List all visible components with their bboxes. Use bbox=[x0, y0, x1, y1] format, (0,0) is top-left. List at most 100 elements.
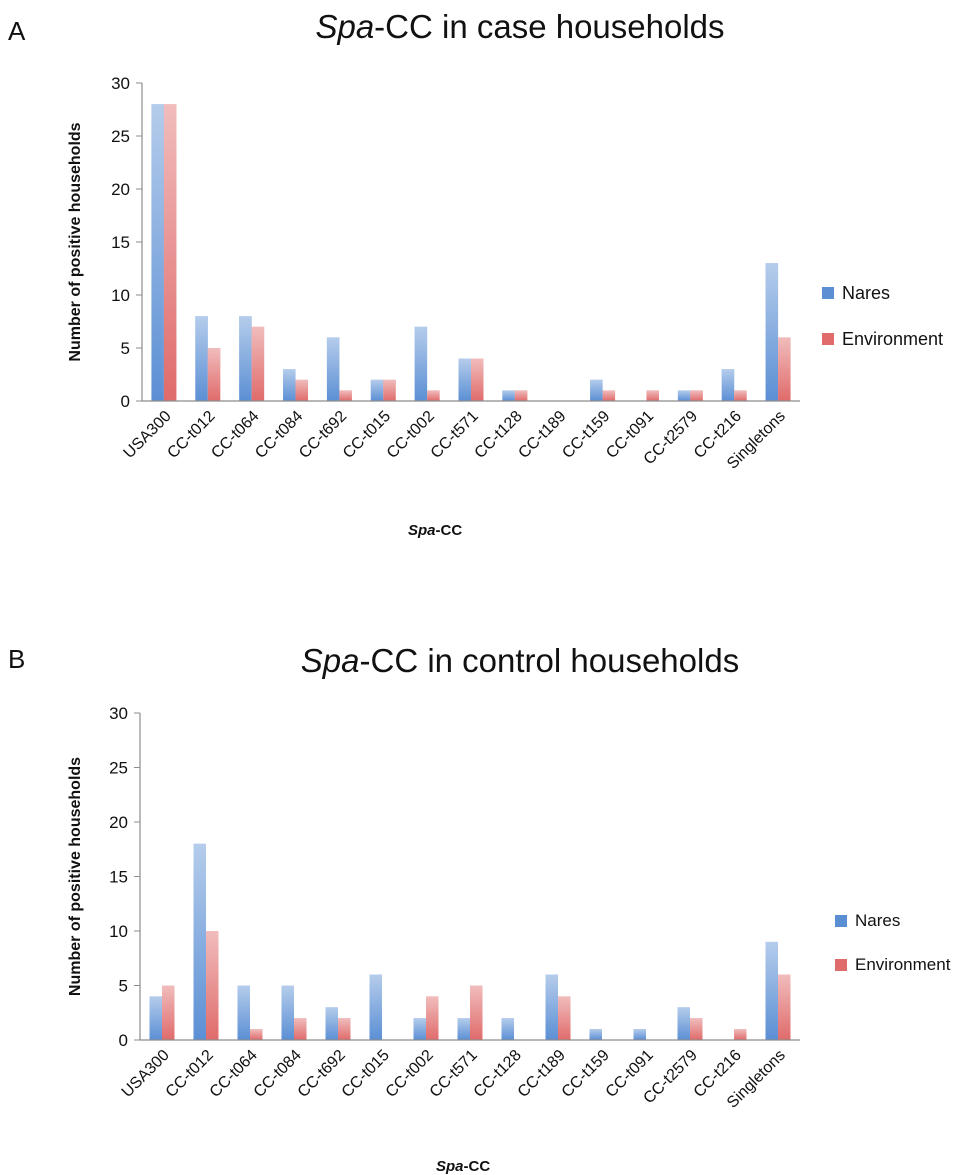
bar-highlight bbox=[162, 985, 175, 1040]
y-tick-label: 5 bbox=[121, 339, 130, 358]
y-tick-label: 15 bbox=[111, 233, 130, 252]
bar-highlight bbox=[690, 390, 703, 401]
chart-title: Spa-CC in case households bbox=[315, 8, 725, 45]
legend: Nares Environment bbox=[822, 282, 943, 374]
y-tick-label: 20 bbox=[111, 180, 130, 199]
bar-highlight bbox=[413, 1018, 426, 1040]
bar-highlight bbox=[338, 1018, 351, 1040]
bar-highlight bbox=[765, 941, 778, 1040]
x-tick-label: CC-t012 bbox=[164, 408, 218, 462]
bar-highlight bbox=[207, 348, 221, 401]
x-tick-label: CC-t015 bbox=[339, 1047, 393, 1101]
legend-item-environment: Environment bbox=[835, 954, 950, 976]
x-tick-label: USA300 bbox=[119, 1047, 173, 1101]
y-tick-label: 30 bbox=[111, 74, 130, 93]
x-tick-label: CC-t571 bbox=[428, 408, 482, 462]
bar-highlight bbox=[545, 974, 558, 1040]
bar-highlight bbox=[295, 379, 309, 401]
bar-highlight bbox=[677, 1007, 690, 1040]
panel-letter: B bbox=[8, 644, 26, 674]
bar-highlight bbox=[457, 1018, 470, 1040]
bar-highlight bbox=[558, 996, 571, 1040]
x-axis-label: Spa-CC bbox=[408, 522, 463, 539]
bar-highlight bbox=[470, 985, 483, 1040]
y-tick-label: 20 bbox=[109, 813, 128, 832]
y-axis-label: Number of positive households bbox=[67, 757, 84, 996]
bar-highlight bbox=[589, 1029, 602, 1040]
x-tick-label: CC-t189 bbox=[515, 1047, 569, 1101]
bar-highlight bbox=[778, 337, 791, 401]
x-tick-label: CC-t084 bbox=[251, 1047, 305, 1101]
bar-highlight bbox=[251, 326, 265, 401]
legend-label: Nares bbox=[855, 911, 901, 930]
bar-highlight bbox=[383, 379, 396, 401]
bar-highlight bbox=[502, 390, 515, 401]
bar-highlight bbox=[237, 985, 250, 1040]
bar-highlight bbox=[325, 1007, 338, 1040]
x-tick-label: USA300 bbox=[121, 408, 175, 462]
x-tick-label: CC-t002 bbox=[383, 1047, 437, 1101]
x-tick-label: CC-t571 bbox=[427, 1047, 481, 1101]
y-tick-label: 10 bbox=[109, 922, 128, 941]
legend-label: Environment bbox=[855, 955, 951, 974]
bar-highlight bbox=[690, 1018, 703, 1040]
bar-highlight bbox=[426, 996, 439, 1040]
y-axis-label: Number of positive households bbox=[67, 122, 84, 361]
bar-highlight bbox=[206, 931, 219, 1040]
bar-highlight bbox=[501, 1018, 514, 1040]
bar-highlight bbox=[677, 390, 691, 401]
bar-chart: 051015202530USA300CC-t012CC-t064CC-t084C… bbox=[67, 74, 800, 473]
x-tick-label: CC-t692 bbox=[296, 408, 350, 462]
x-tick-label: CC-t084 bbox=[252, 408, 306, 462]
bar-highlight bbox=[458, 358, 471, 401]
bar-highlight bbox=[370, 379, 384, 401]
legend-swatch-environment bbox=[822, 333, 834, 345]
bar-highlight bbox=[734, 390, 747, 401]
chart-panel-a: A Spa-CC in case households 0 5 10 15 20 25 30… bbox=[0, 0, 966, 584]
bar-highlight bbox=[163, 104, 177, 401]
y-tick-label: 10 bbox=[111, 286, 130, 305]
legend-item-nares: Nares bbox=[822, 282, 943, 304]
bar-highlight bbox=[339, 390, 352, 401]
bar-highlight bbox=[326, 337, 340, 401]
x-tick-label: CC-t128 bbox=[471, 1047, 525, 1101]
legend-swatch-nares bbox=[835, 915, 847, 927]
y-tick-label: 5 bbox=[119, 977, 128, 996]
legend-label: Nares bbox=[842, 282, 891, 303]
bar-highlight bbox=[149, 996, 162, 1040]
legend-swatch-nares bbox=[822, 287, 834, 299]
x-tick-label: CC-t159 bbox=[559, 408, 613, 462]
bar-highlight bbox=[590, 379, 603, 401]
bar-highlight bbox=[369, 974, 382, 1040]
chart-panel-b: B Spa-CC in control households 0 5 10 15 20 2… bbox=[0, 620, 966, 1175]
legend-swatch-environment bbox=[835, 959, 847, 971]
bar-highlight bbox=[778, 974, 791, 1040]
x-tick-label: CC-t692 bbox=[295, 1047, 349, 1101]
bar-highlight bbox=[414, 326, 428, 401]
y-tick-label: 0 bbox=[121, 392, 130, 411]
bar-highlight bbox=[151, 104, 164, 401]
bar-highlight bbox=[281, 985, 294, 1040]
x-tick-label: CC-t159 bbox=[559, 1047, 613, 1101]
bar-highlight bbox=[193, 843, 206, 1040]
bar-highlight bbox=[427, 390, 440, 401]
bar-highlight bbox=[765, 263, 779, 401]
y-tick-label: 0 bbox=[119, 1031, 128, 1050]
x-tick-label: CC-t064 bbox=[207, 1047, 261, 1101]
legend-label: Environment bbox=[842, 328, 944, 349]
bar-chart: 051015202530USA300CC-t012CC-t064CC-t084C… bbox=[67, 704, 800, 1112]
bar-highlight bbox=[633, 1029, 646, 1040]
y-tick-label: 25 bbox=[109, 759, 128, 778]
x-tick-label: CC-t002 bbox=[384, 408, 438, 462]
bar-highlight bbox=[734, 1029, 747, 1040]
bar-highlight bbox=[602, 390, 616, 401]
bar-highlight bbox=[283, 369, 296, 401]
y-tick-label: 15 bbox=[109, 868, 128, 887]
x-tick-label: CC-t012 bbox=[163, 1047, 217, 1101]
x-tick-label: CC-t189 bbox=[515, 408, 569, 462]
legend: Nares Environment bbox=[835, 910, 950, 998]
y-tick-label: 30 bbox=[109, 704, 128, 723]
bar-highlight bbox=[195, 316, 208, 401]
bar-highlight bbox=[294, 1018, 307, 1040]
chart-title: Spa-CC in control households bbox=[300, 642, 740, 679]
